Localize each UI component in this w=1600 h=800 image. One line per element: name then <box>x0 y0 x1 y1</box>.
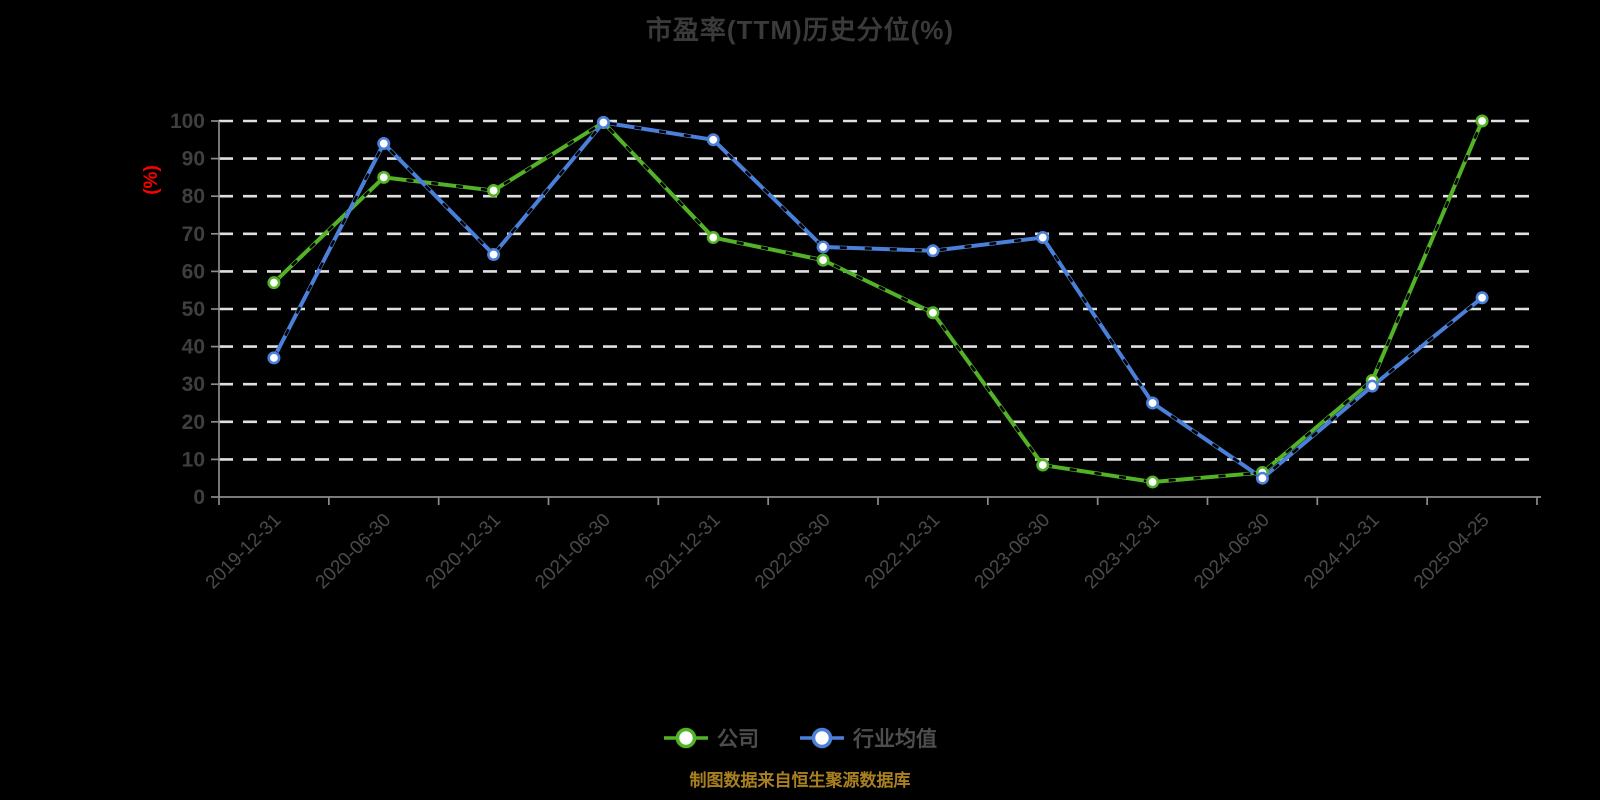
y-axis-label: 10 <box>182 448 205 471</box>
y-axis-label: 50 <box>182 298 205 321</box>
legend-item-industry[interactable]: 行业均值 <box>799 723 937 753</box>
industry-data-point <box>1365 379 1379 393</box>
y-axis-label: 30 <box>182 373 205 396</box>
x-axis-date-label: 2020-12-31 <box>422 510 506 594</box>
company-data-point <box>267 276 281 290</box>
x-axis-date-label: 2022-12-31 <box>861 510 945 594</box>
company-series-dash-overlay <box>273 120 1484 484</box>
y-axis-label: 0 <box>193 486 205 509</box>
company-line-marker-icon <box>664 727 708 749</box>
x-axis-date-label: 2020-06-30 <box>312 510 396 594</box>
industry-line-marker-icon <box>800 727 844 749</box>
legend-label-industry: 行业均值 <box>853 728 937 751</box>
y-axis-label: 70 <box>182 223 205 246</box>
industry-data-point <box>1146 396 1160 410</box>
y-axis-unit-label: (%) <box>141 165 162 195</box>
y-axis-label: 20 <box>182 411 205 434</box>
x-axis-date-label: 2024-12-31 <box>1300 510 1384 594</box>
company-data-point <box>926 306 940 320</box>
legend-label-company: 公司 <box>717 728 759 751</box>
chart-legend: 公司 行业均值 <box>0 723 1600 753</box>
company-series-line <box>271 119 1485 484</box>
x-axis-date-label: 2023-06-30 <box>971 510 1055 594</box>
industry-data-point <box>596 116 610 130</box>
x-axis-date-label: 2023-12-31 <box>1081 510 1165 594</box>
industry-data-point <box>487 247 501 261</box>
legend-item-company[interactable]: 公司 <box>663 723 759 753</box>
industry-data-point <box>267 351 281 365</box>
company-data-point <box>377 170 391 184</box>
industry-series-dash-overlay <box>272 121 1483 480</box>
y-axis-label: 100 <box>170 110 205 133</box>
x-axis-date-label: 2021-12-31 <box>641 510 725 594</box>
y-axis-label: 90 <box>182 148 205 171</box>
industry-series-line <box>271 120 1485 481</box>
industry-data-point <box>816 240 830 254</box>
y-axis-label: 40 <box>182 336 205 359</box>
company-data-point <box>706 231 720 245</box>
x-axis-date-label: 2022-06-30 <box>751 510 835 594</box>
y-axis-label: 80 <box>182 185 205 208</box>
industry-data-point <box>926 244 940 258</box>
chart-title: 市盈率(TTM)历史分位(%) <box>645 15 955 45</box>
company-data-point <box>1475 114 1489 128</box>
industry-data-point <box>706 133 720 147</box>
industry-data-point <box>377 137 391 151</box>
company-data-point <box>1146 475 1160 489</box>
industry-data-point <box>1255 471 1269 485</box>
company-data-point <box>487 184 501 198</box>
x-axis-date-label: 2019-12-31 <box>202 510 286 594</box>
industry-data-point <box>1475 291 1489 305</box>
industry-data-point <box>1036 231 1050 245</box>
x-axis-date-label: 2021-06-30 <box>531 510 615 594</box>
company-data-point <box>816 253 830 267</box>
y-axis-label: 60 <box>182 260 205 283</box>
x-axis-date-label: 2025-04-25 <box>1410 510 1494 594</box>
company-data-point <box>1036 458 1050 472</box>
source-note: 制图数据来自恒生聚源数据库 <box>689 771 911 790</box>
x-axis-date-label: 2024-06-30 <box>1190 510 1274 594</box>
